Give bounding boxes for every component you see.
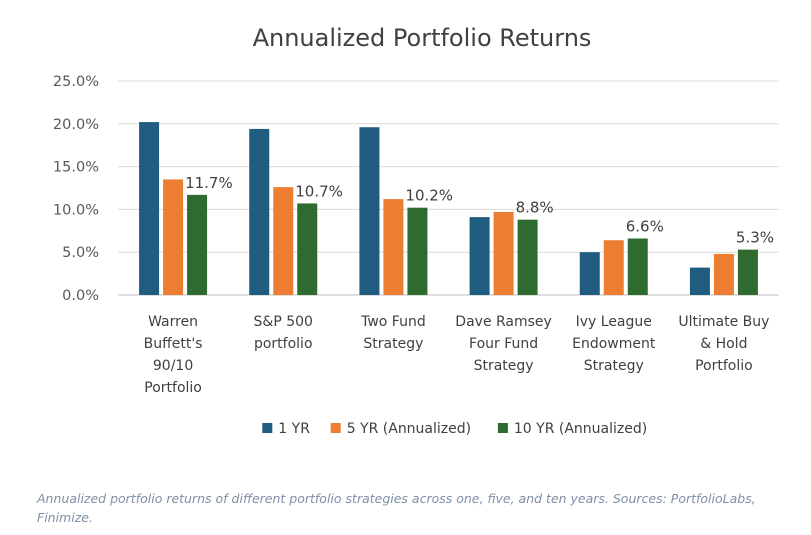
data-label: 8.8% (516, 199, 554, 217)
bar (249, 128, 270, 295)
bar (407, 207, 428, 295)
category-label: Dave Ramsey Four Fund Strategy (455, 314, 552, 374)
bar (713, 253, 734, 295)
category-labels: Warren Buffett's 90/10 Portfolio S&P 500 port… (144, 314, 770, 396)
legend-label: 1 YR (278, 421, 310, 437)
bar (187, 194, 208, 295)
chart-title: Annualized Portfolio Returns (253, 24, 592, 52)
data-label: 10.2% (405, 187, 453, 205)
figure-caption: Annualized portfolio returns of differen… (37, 491, 756, 525)
bars (139, 122, 758, 295)
bar (383, 199, 404, 295)
category-label: S&P 500 portfolio (254, 314, 313, 352)
category-label: Ivy League Endowment Strategy (572, 314, 656, 374)
y-axis-ticks: 0.0% 5.0% 10.0% 15.0% 20.0% 25.0% (53, 74, 99, 304)
bar (579, 252, 600, 295)
y-tick-label: 20.0% (53, 117, 99, 133)
category-label: Ultimate Buy & Hold Portfolio (678, 314, 769, 374)
bar (517, 219, 538, 295)
legend-swatch (330, 423, 341, 433)
category-label: Two Fund Strategy (360, 314, 426, 352)
bar (603, 240, 624, 295)
legend-swatch (262, 423, 273, 433)
bar (737, 249, 758, 295)
bar (297, 203, 318, 295)
bar (273, 187, 294, 295)
data-label: 10.7% (295, 182, 343, 200)
y-tick-label: 5.0% (62, 245, 99, 261)
y-tick-label: 15.0% (53, 160, 99, 176)
y-tick-label: 10.0% (53, 202, 99, 218)
bar (139, 122, 160, 295)
bar (163, 179, 184, 295)
legend-swatch (497, 423, 508, 433)
legend-label: 10 YR (Annualized) (514, 421, 647, 437)
bar-chart: Annualized Portfolio Returns 0.0% 5.0% 10.… (53, 24, 779, 437)
legend: 1 YR 5 YR (Annualized) 10 YR (Annualized) (262, 421, 647, 437)
bar (359, 127, 380, 295)
y-tick-label: 25.0% (53, 74, 99, 90)
data-label: 5.3% (736, 229, 774, 247)
bar (689, 267, 710, 295)
bar (469, 217, 490, 295)
legend-label: 5 YR (Annualized) (347, 421, 471, 437)
bar (627, 238, 648, 295)
gridlines (118, 80, 779, 296)
data-label: 6.6% (626, 218, 664, 236)
data-labels: 11.7% 10.7% 10.2% 8.8% 6.6% 5.3% (185, 174, 774, 247)
y-tick-label: 0.0% (62, 288, 99, 304)
category-label: Warren Buffett's 90/10 Portfolio (144, 314, 203, 396)
data-label: 11.7% (185, 174, 233, 192)
bar (493, 211, 514, 295)
